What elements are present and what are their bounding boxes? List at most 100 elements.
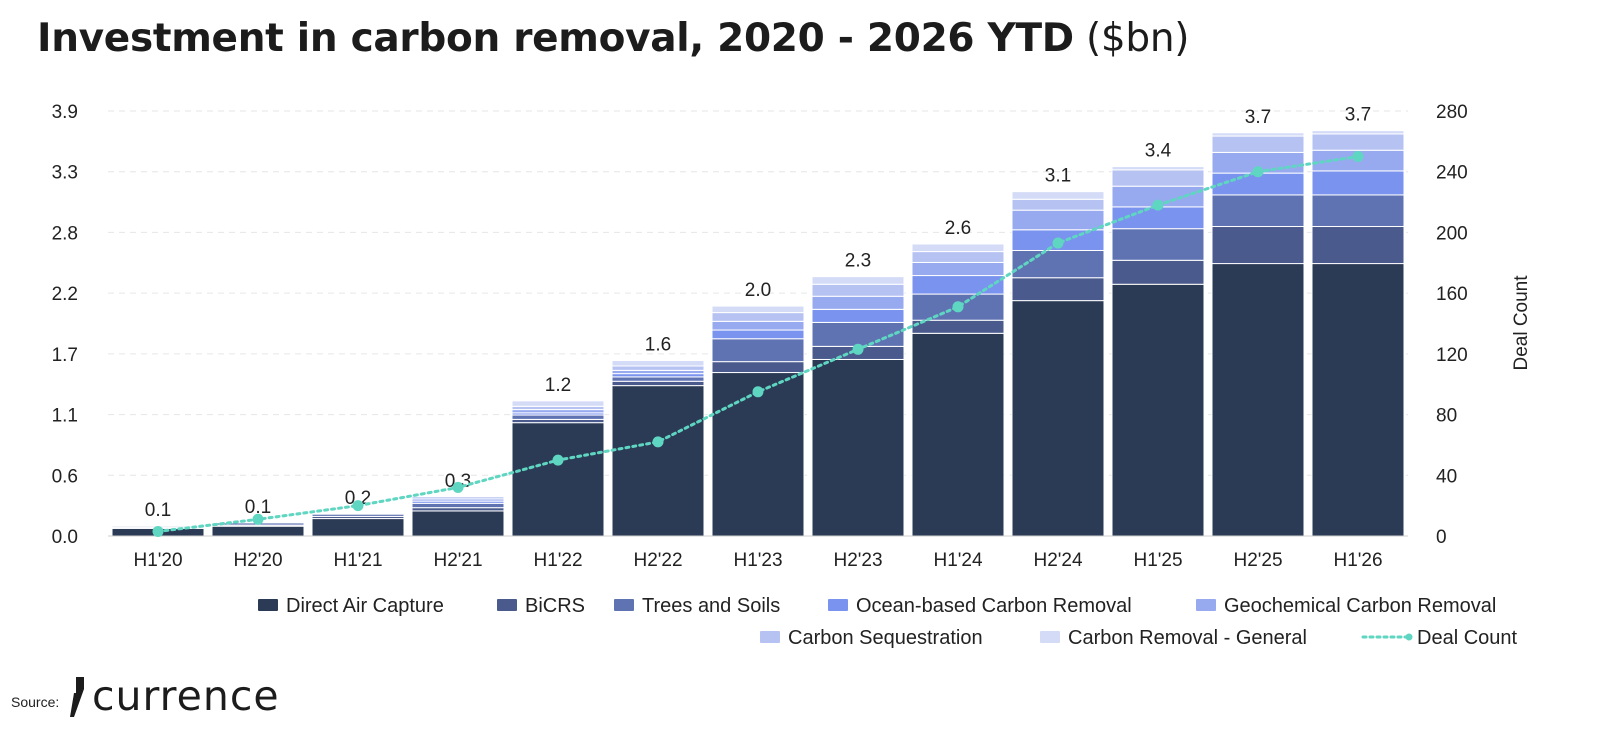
x-tick-label: H1'25: [1133, 550, 1182, 571]
bar-segment: [411, 502, 505, 509]
bar-segment: [711, 338, 805, 363]
bar-segment: [511, 422, 605, 537]
chart-title: Investment in carbon removal, 2020 - 202…: [37, 16, 1189, 61]
brand-name: currence: [92, 672, 280, 720]
legend-label: BiCRS: [525, 595, 585, 617]
legend-swatch: [1196, 599, 1216, 611]
y-left-tick-label: 1.7: [52, 345, 78, 366]
bar-segment: [911, 261, 1005, 277]
legend-label: Geochemical Carbon Removal: [1224, 595, 1496, 617]
bar-segment: [1211, 226, 1305, 265]
bar-total-label: 0.1: [245, 497, 271, 518]
x-tick-label: H2'24: [1033, 550, 1082, 571]
bar-segment: [1011, 209, 1105, 231]
bar-segment: [911, 332, 1005, 537]
bar-total-label: 3.1: [1045, 166, 1071, 187]
bar-segment: [1111, 259, 1205, 285]
bar-segment: [1311, 263, 1405, 537]
bar-segment: [611, 360, 705, 367]
bar-total-label: 3.7: [1345, 105, 1371, 126]
x-tick-label: H2'23: [833, 550, 882, 571]
x-tick-label: H1'20: [133, 550, 182, 571]
y-left-tick-label: 2.8: [52, 223, 78, 244]
slash-icon: [70, 676, 84, 717]
bar-segment: [611, 380, 705, 387]
x-tick-label: H2'20: [233, 550, 282, 571]
legend-swatch: [828, 599, 848, 611]
legend-label: Carbon Removal - General: [1068, 627, 1307, 649]
bar-segment: [1111, 283, 1205, 537]
x-tick-label: H1'21: [333, 550, 382, 571]
legend-label: Carbon Sequestration: [788, 627, 983, 649]
bar-segment: [711, 329, 805, 340]
bar-segment: [311, 518, 405, 537]
y-right-tick-label: 200: [1436, 223, 1468, 244]
legend-swatch: [760, 631, 780, 643]
deal-count-point: [1152, 199, 1164, 211]
bar-segment: [811, 308, 905, 323]
bar-total-label: 2.0: [745, 280, 771, 301]
deal-count-point: [1052, 237, 1064, 249]
bar-segment: [811, 295, 905, 310]
legend-label-deal-count: Deal Count: [1417, 627, 1518, 649]
y-right-tick-label: 120: [1436, 345, 1468, 366]
x-tick-label: H1'23: [733, 550, 782, 571]
chart-title-unit: ($bn): [1085, 16, 1190, 61]
y-left-tick-label: 0.0: [52, 527, 78, 548]
bar-segment: [811, 276, 905, 285]
legend-label: Ocean-based Carbon Removal: [856, 595, 1132, 617]
y-right-tick-label: 280: [1436, 102, 1468, 123]
bar-segment: [711, 312, 805, 322]
bar-segment: [511, 400, 605, 407]
bar-total-label: 0.1: [145, 500, 171, 521]
bar-segment: [711, 320, 805, 331]
bar-segment: [1011, 277, 1105, 302]
y-right-tick-label: 160: [1436, 284, 1468, 305]
bar-total-label: 1.6: [645, 335, 671, 356]
bar-total-label: 1.2: [545, 375, 571, 396]
bar-segment: [1311, 133, 1405, 151]
x-tick-label: H2'21: [433, 550, 482, 571]
bar-segment: [1111, 166, 1205, 171]
bar-segment: [1211, 132, 1305, 137]
x-tick-label: H1'24: [933, 550, 982, 571]
bar-segment: [711, 361, 805, 374]
bar-segment: [311, 513, 405, 517]
y-right-tick-label: 0: [1436, 527, 1447, 548]
bar-segment: [1211, 263, 1305, 537]
chart-title-main: Investment in carbon removal, 2020 - 202…: [37, 16, 1074, 61]
y-right-tick-label: 240: [1436, 163, 1468, 184]
bar-segment: [611, 365, 705, 371]
bar-segment: [411, 496, 505, 500]
legend-swatch: [614, 599, 634, 611]
bar-segment: [1011, 198, 1105, 211]
legend-swatch: [258, 599, 278, 611]
y-left-tick-label: 2.2: [52, 284, 78, 305]
bar-segment: [1011, 300, 1105, 537]
y-right-axis-label: Deal Count: [1511, 275, 1532, 371]
deal-count-point: [952, 301, 964, 313]
deal-count-point: [1252, 166, 1264, 178]
bar-segment: [1211, 135, 1305, 153]
deal-count-point: [852, 343, 864, 355]
bar-segment: [811, 358, 905, 537]
deal-count-point: [452, 481, 464, 493]
y-left-tick-label: 3.3: [52, 163, 78, 184]
y-right-tick-label: 80: [1436, 406, 1457, 427]
bar-total-label: 2.3: [845, 251, 871, 272]
deal-count-point: [652, 436, 664, 448]
y-left-tick-label: 1.1: [52, 406, 78, 427]
deal-count-point: [252, 513, 264, 525]
bar-segment: [411, 510, 505, 537]
bar-segment: [611, 385, 705, 537]
bar-segment: [711, 305, 805, 314]
bar-segment: [211, 525, 305, 537]
bar-segment: [1111, 228, 1205, 261]
legend-swatch: [1040, 631, 1060, 643]
bar-total-label: 0.2: [345, 488, 371, 509]
brand-logo: currence: [70, 676, 280, 717]
bar-segment: [1011, 191, 1105, 200]
bar-segment: [911, 243, 1005, 253]
deal-count-point: [752, 386, 764, 398]
bar-segment: [1311, 194, 1405, 228]
